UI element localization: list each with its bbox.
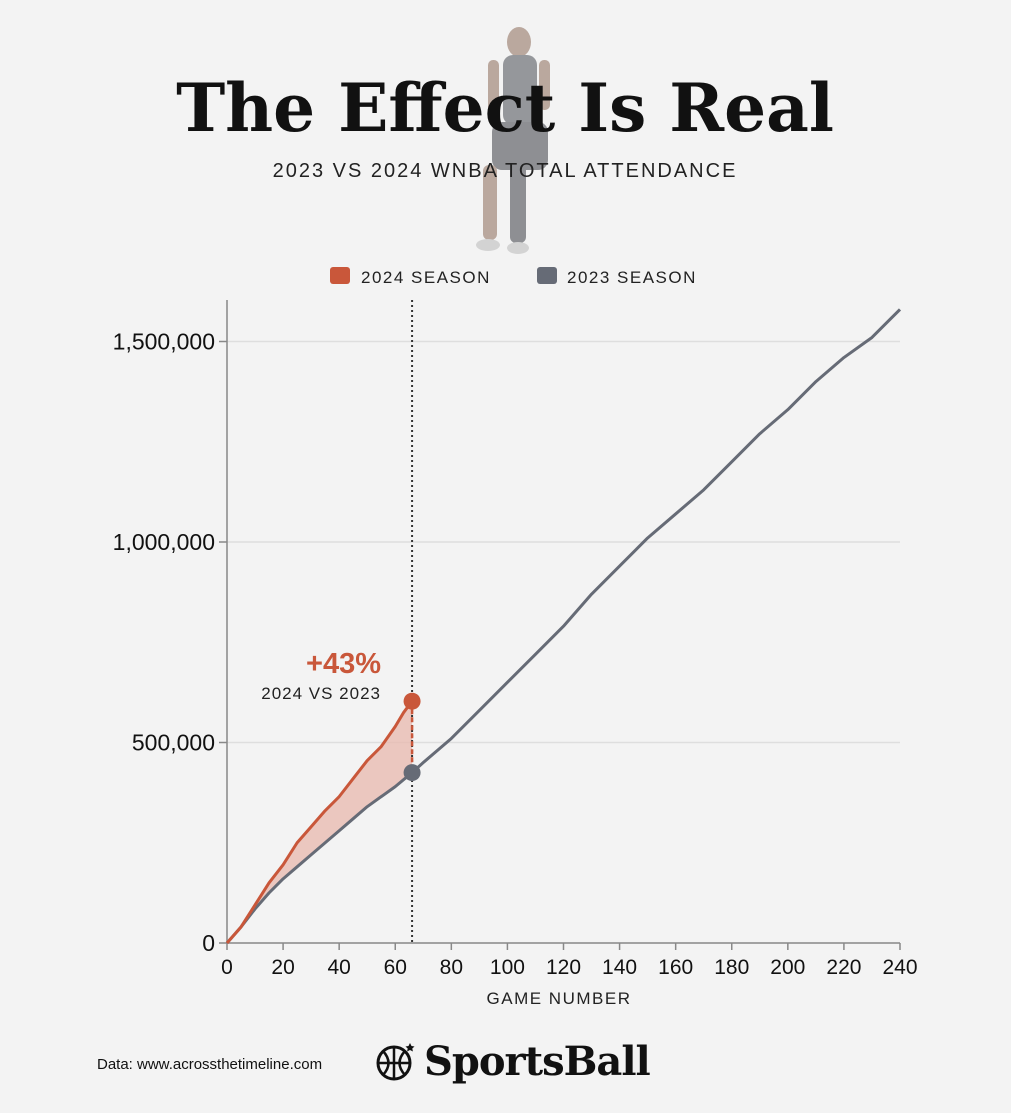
- change-percent: +43%: [306, 648, 381, 680]
- annotation: +43% 2024 VS 2023: [261, 648, 421, 782]
- legend-swatch-2024: [330, 267, 350, 284]
- chart-legend: 2024 SEASON 2023 SEASON: [330, 267, 697, 287]
- page-subtitle: 2023 VS 2024 WNBA TOTAL ATTENDANCE: [273, 160, 738, 182]
- page-title: The Effect Is Real: [176, 69, 834, 147]
- x-tick-label: 140: [602, 956, 637, 979]
- x-tick-label: 120: [546, 956, 581, 979]
- y-tick-label: 1,000,000: [113, 529, 215, 555]
- series-line-2023: [225, 308, 902, 944]
- legend-label-2024: 2024 SEASON: [361, 268, 491, 287]
- brand-logo: SportsBall: [376, 1036, 651, 1086]
- change-label: 2024 VS 2023: [261, 684, 381, 703]
- difference-area: [227, 701, 413, 943]
- y-tick-label: 0: [202, 930, 215, 956]
- grid-lines: [227, 340, 900, 744]
- legend-label-2023: 2023 SEASON: [567, 268, 697, 287]
- basketball-icon: [376, 1043, 415, 1081]
- legend-swatch-2023: [537, 267, 557, 284]
- brand-name: SportsBall: [424, 1037, 651, 1085]
- player-illustration: [476, 27, 550, 254]
- point-2024: [403, 692, 421, 710]
- x-tick-label: 240: [882, 956, 917, 979]
- series-line-2024: [225, 700, 414, 944]
- axes: 0 500,000 1,000,000 1,500,000 0 20 40 60 80 100 12…: [113, 300, 918, 979]
- x-tick-label: 20: [271, 956, 294, 979]
- x-tick-label: 220: [826, 956, 861, 979]
- x-tick-label: 60: [384, 956, 407, 979]
- y-tick-label: 500,000: [132, 730, 215, 756]
- x-tick-label: 0: [221, 956, 233, 979]
- y-tick-label: 1,500,000: [113, 329, 215, 355]
- series-lines: [225, 300, 902, 944]
- x-tick-label: 100: [490, 956, 525, 979]
- x-tick-label: 80: [440, 956, 463, 979]
- point-2023: [403, 764, 421, 782]
- x-tick-label: 160: [658, 956, 693, 979]
- x-axis-label: GAME NUMBER: [487, 989, 632, 1008]
- data-source: Data: www.acrossthetimeline.com: [97, 1056, 323, 1073]
- x-tick-label: 200: [770, 956, 805, 979]
- x-tick-label: 40: [327, 956, 350, 979]
- x-tick-label: 180: [714, 956, 749, 979]
